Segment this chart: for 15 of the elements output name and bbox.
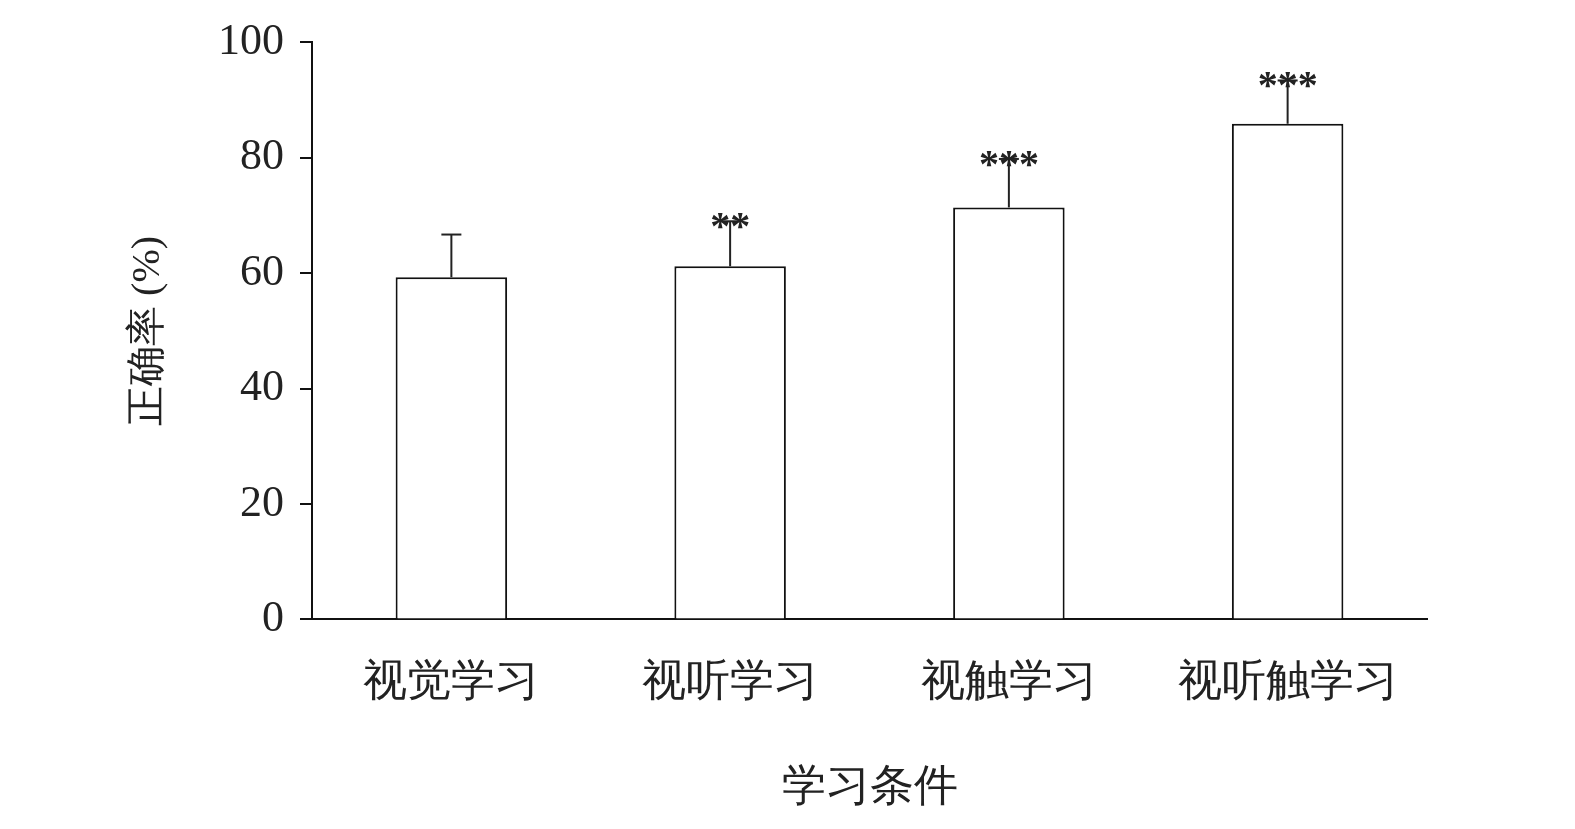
y-tick-label: 100 [218,14,284,64]
annotation: *** [978,140,1039,186]
x-tick-label: 视听学习 [642,656,819,706]
annotation: ** [710,203,751,249]
y-tick-label: 80 [240,130,284,180]
y-tick-label: 60 [240,245,284,295]
annotation: *** [1257,62,1318,108]
y-axis-title: 正确率 (%) [122,235,168,426]
y-tick-label: 40 [240,361,284,411]
x-tick-label: 视听触学习 [1177,656,1398,706]
y-tick-label: 0 [262,591,284,641]
x-axis-title: 学习条件 [781,761,958,811]
x-tick-label: 视觉学习 [363,656,540,706]
y-tick-label: 20 [240,476,284,526]
x-tick-label: 视触学习 [920,656,1097,706]
